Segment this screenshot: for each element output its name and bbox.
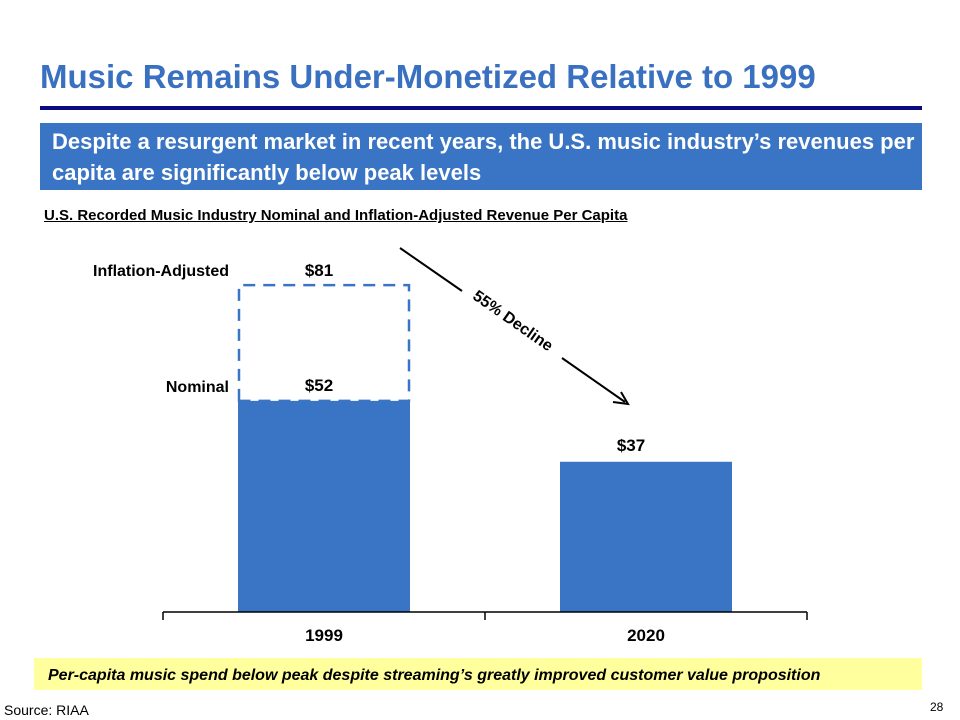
x-tick-label: 2020 — [627, 626, 665, 645]
data-label: $81 — [305, 261, 333, 280]
bar-nominal-1999 — [238, 400, 410, 612]
legend-nominal: Nominal — [166, 379, 229, 396]
chart-title: U.S. Recorded Music Industry Nominal and… — [44, 207, 628, 224]
x-tick-label: 1999 — [305, 626, 343, 645]
decline-arrow-line — [399, 247, 463, 292]
bar-inflation-adjusted-1999 — [237, 283, 411, 403]
data-label: $37 — [617, 436, 645, 455]
bar-nominal-2020 — [560, 461, 732, 612]
slide-title: Music Remains Under-Monetized Relative t… — [40, 58, 816, 95]
decline-arrow-line — [561, 357, 626, 403]
takeaway-callout: Per-capita music spend below peak despit… — [34, 658, 922, 690]
title-rule — [40, 106, 922, 110]
key-message-banner: Despite a resurgent market in recent yea… — [40, 123, 922, 190]
data-label: $52 — [305, 376, 333, 395]
legend-inflation-adjusted: Inflation-Adjusted — [93, 263, 229, 280]
arrow-head-icon — [612, 391, 630, 406]
page-number: 28 — [930, 700, 944, 714]
decline-annotation: 55% Decline — [469, 288, 555, 356]
source-note: Source: RIAA — [4, 702, 89, 718]
